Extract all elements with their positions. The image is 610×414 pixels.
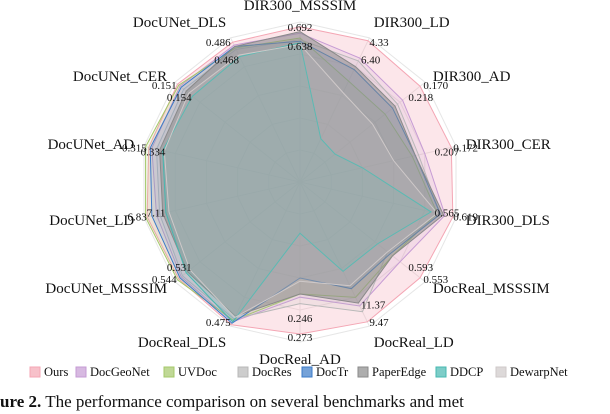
axis-value-label: 0.619	[453, 212, 478, 224]
figure-caption: ure 2. The performance comparison on sev…	[0, 392, 610, 412]
legend-swatch-dewarpnet	[495, 366, 507, 378]
legend-swatch-docres	[237, 366, 249, 378]
axis-value-label: 0.692	[288, 22, 313, 34]
axis-value-label: 0.593	[408, 262, 433, 274]
axis-value-label: 0.151	[152, 80, 177, 92]
legend-label-docres: DocRes	[252, 365, 292, 379]
caption-text: The performance comparison on several be…	[41, 392, 464, 411]
axis-value-label: 9.47	[369, 317, 389, 329]
legend-label-dewarpnet: DewarpNet	[510, 365, 568, 379]
legend-swatch-uvdoc	[163, 366, 175, 378]
axis-label-docunet-ld: DocUNet_LD	[49, 213, 134, 229]
axis-value-label: 0.315	[122, 142, 147, 154]
legend-label-ours: Ours	[44, 365, 68, 379]
axis-label-docreal-msssim: DocReal_MSSSIM	[433, 281, 550, 297]
axis-value-label: 6.83	[127, 212, 147, 224]
legend-swatch-paperedge	[357, 366, 369, 378]
series-paperedge	[159, 31, 445, 317]
axis-label-dir300-msssim: DIR300_MSSSIM	[244, 0, 357, 14]
axis-label-docunet-ad: DocUNet_AD	[48, 137, 135, 153]
legend-label-doctr: DocTr	[316, 365, 349, 379]
axis-label-docreal-ad: DocReal_AD	[259, 352, 341, 368]
axis-value-label: 0.207	[435, 147, 460, 159]
axis-label-docunet-cer: DocUNet_CER	[73, 69, 167, 85]
axis-value-label: 0.565	[435, 207, 460, 219]
axis-value-label: 0.154	[167, 92, 192, 104]
axis-labels: DIR300_MSSSIM DIR300_LD DIR300_AD DIR300_CE…	[45, 0, 550, 368]
axis-value-label: 4.33	[369, 37, 389, 49]
series-ddcp	[162, 42, 432, 323]
axis-label-docunet-dls: DocUNet_DLS	[133, 15, 226, 31]
axis-value-label: 0.486	[206, 37, 231, 49]
axis-value-label: 0.553	[423, 274, 448, 286]
series-dewarpnet	[163, 43, 438, 319]
caption-figure-number: ure 2.	[0, 392, 42, 411]
axis-value-label: 0.273	[288, 332, 313, 344]
axis-label-dir300-ld: DIR300_LD	[374, 15, 450, 31]
legend-label-docgeonet: DocGeoNet	[90, 365, 150, 379]
axis-label-dir300-ad: DIR300_AD	[433, 69, 511, 85]
axis-label-dir300-dls: DIR300_DLS	[466, 213, 550, 229]
axis-value-label: 0.475	[206, 317, 231, 329]
axis-value-label: 0.246	[288, 313, 313, 325]
axis-label-docunet-msssim: DocUNet_MSSSIM	[45, 281, 167, 297]
axis-label-docreal-dls: DocReal_DLS	[138, 335, 226, 351]
axis-value-label: 6.40	[361, 54, 381, 66]
axis-value-label: 0.334	[141, 147, 166, 159]
axis-label-dir300-cer: DIR300_CER	[466, 137, 551, 153]
legend-label-uvdoc: UVDoc	[178, 365, 217, 379]
legend-swatch-doctr	[301, 366, 313, 378]
axis-value-label: 0.638	[288, 41, 313, 53]
legend-swatch-docgeonet	[75, 366, 87, 378]
legend-label-paperedge: PaperEdge	[372, 365, 427, 379]
axis-value-label: 11.37	[361, 300, 386, 312]
axis-label-docreal-ld: DocReal_LD	[374, 335, 454, 351]
legend: Ours DocGeoNet UVDoc DocRes DocTr PaperEdge DD…	[29, 365, 568, 379]
legend-swatch-ours	[29, 366, 41, 378]
axis-value-label: 0.531	[167, 262, 192, 274]
legend-label-ddcp: DDCP	[450, 365, 483, 379]
axis-value-label: 0.170	[423, 80, 448, 92]
axis-value-label: 0.544	[152, 274, 177, 286]
axis-value-label: 0.218	[408, 92, 433, 104]
axis-value-label: 0.172	[453, 142, 478, 154]
axis-value-label: 0.468	[214, 54, 239, 66]
axis-value-label: 7.11	[147, 207, 166, 219]
series-layer	[145, 26, 454, 335]
legend-swatch-ddcp	[435, 366, 447, 378]
